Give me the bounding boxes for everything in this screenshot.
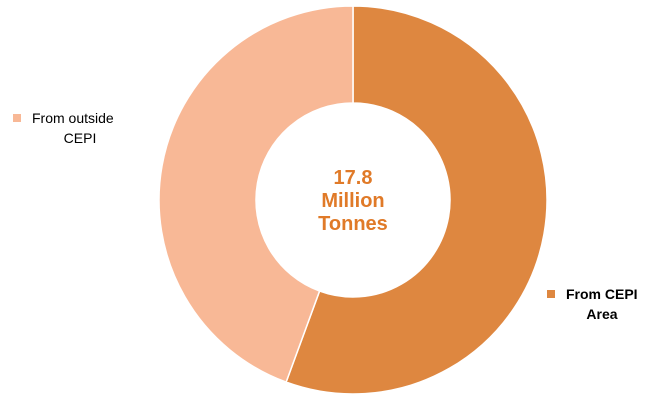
legend-label-outside-cepi-line1: From outside <box>32 110 114 126</box>
legend-label-cepi-area-line2: Area <box>586 306 617 322</box>
legend-swatch-cepi-area <box>547 290 555 298</box>
legend: From outside CEPI From CEPI Area <box>13 110 638 322</box>
legend-item-outside-cepi: From outside CEPI <box>13 110 114 146</box>
legend-label-outside-cepi-line2: CEPI <box>64 130 97 146</box>
total-label-line-2: Million <box>321 190 384 212</box>
total-label-line-3: Tonnes <box>318 213 388 235</box>
total-label-line-1: 17.8 <box>334 167 373 189</box>
legend-label-cepi-area-line1: From CEPI <box>566 286 638 302</box>
legend-item-cepi-area: From CEPI Area <box>547 286 638 322</box>
slice-cepi-area <box>285 5 548 395</box>
total-label: 17.8 Million Tonnes <box>318 167 388 235</box>
slice-outside-cepi <box>158 5 354 384</box>
donut-slices <box>158 5 548 395</box>
donut-center-label: 17.8 Million Tonnes <box>318 167 388 235</box>
legend-swatch-outside-cepi <box>13 114 21 122</box>
